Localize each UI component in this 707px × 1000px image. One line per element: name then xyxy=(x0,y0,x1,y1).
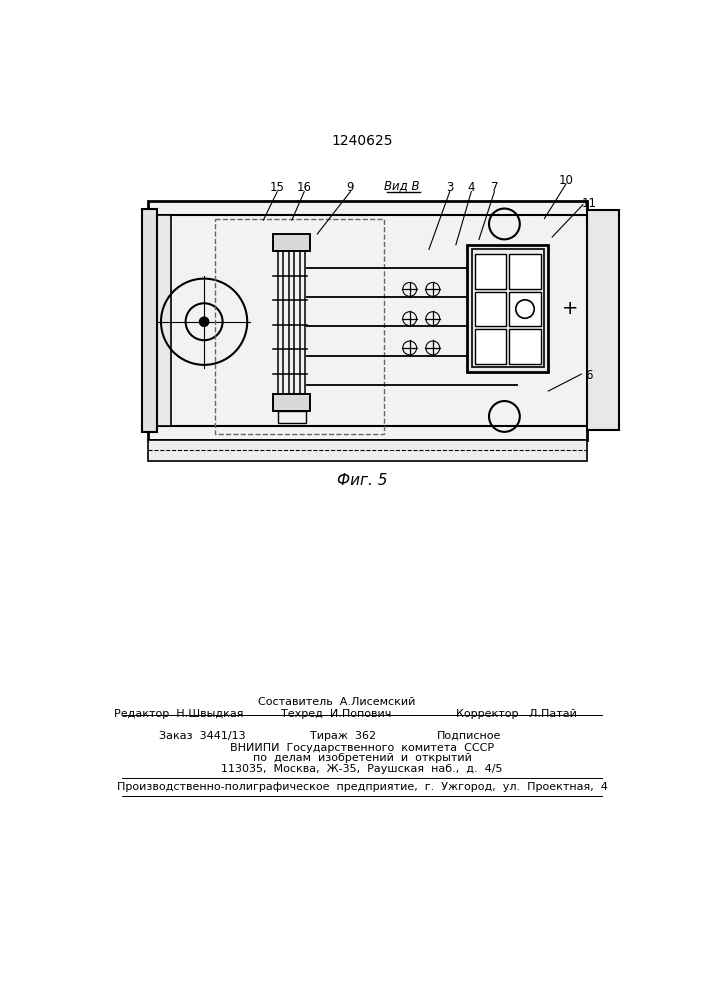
Text: 16: 16 xyxy=(297,181,312,194)
Bar xyxy=(274,394,310,411)
Bar xyxy=(475,254,506,289)
Bar xyxy=(587,210,619,430)
Text: 10: 10 xyxy=(559,174,573,187)
Bar xyxy=(148,440,587,461)
Text: Редактор  Н.Швыдкая: Редактор Н.Швыдкая xyxy=(114,709,243,719)
Text: 15: 15 xyxy=(270,181,285,194)
Text: 113035,  Москва,  Ж-35,  Раушская  наб.,  д.  4/5: 113035, Москва, Ж-35, Раушская наб., д. … xyxy=(221,764,503,774)
Text: 4: 4 xyxy=(467,181,475,194)
Text: 6: 6 xyxy=(585,369,593,382)
Bar xyxy=(274,394,310,411)
Text: +: + xyxy=(561,299,578,318)
Bar xyxy=(475,292,506,326)
Text: Производственно-полиграфическое  предприятие,  г.  Ужгород,  ул.  Проектная,  4: Производственно-полиграфическое предприя… xyxy=(117,782,607,792)
Text: Подписное: Подписное xyxy=(437,731,501,741)
Text: 9: 9 xyxy=(346,181,354,194)
Bar xyxy=(510,292,541,326)
Bar xyxy=(510,254,541,289)
Text: Составитель  А.Лисемский: Составитель А.Лисемский xyxy=(258,697,415,707)
Bar xyxy=(467,245,549,372)
Circle shape xyxy=(199,317,209,326)
Text: по  делам  изобретений  и  открытий: по делам изобретений и открытий xyxy=(252,753,472,763)
Text: Вид В: Вид В xyxy=(384,179,420,192)
Bar xyxy=(274,234,310,251)
Bar xyxy=(510,329,541,364)
Text: 11: 11 xyxy=(582,197,597,210)
Bar xyxy=(141,209,157,432)
Text: Тираж  362: Тираж 362 xyxy=(310,731,375,741)
Bar xyxy=(274,234,310,251)
Text: Фиг. 5: Фиг. 5 xyxy=(337,473,387,488)
Text: 1240625: 1240625 xyxy=(331,134,392,148)
Text: 7: 7 xyxy=(491,181,498,194)
Text: Техред  И.Попович: Техред И.Попович xyxy=(281,709,392,719)
Bar xyxy=(475,329,506,364)
Text: ВНИИПИ  Государственного  комитета  СССР: ВНИИПИ Государственного комитета СССР xyxy=(230,743,494,753)
Bar xyxy=(472,249,544,367)
Text: Заказ  3441/13: Заказ 3441/13 xyxy=(160,731,246,741)
Text: 3: 3 xyxy=(446,181,453,194)
Text: Корректор   Л.Патай: Корректор Л.Патай xyxy=(455,709,576,719)
Bar xyxy=(148,201,587,440)
Bar xyxy=(215,219,385,434)
Bar xyxy=(148,215,171,426)
Bar xyxy=(278,411,305,423)
